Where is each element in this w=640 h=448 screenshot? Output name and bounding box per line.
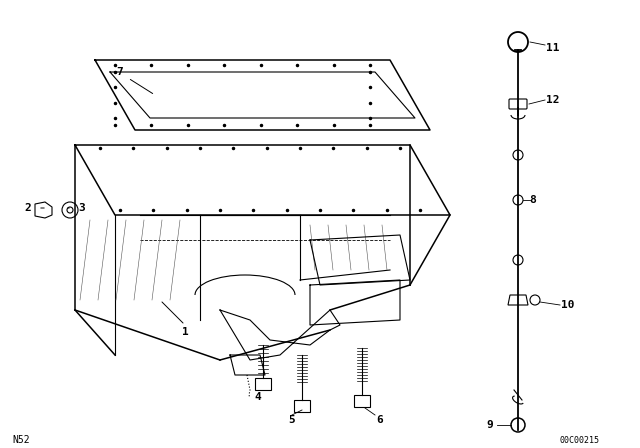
Text: 6: 6 — [376, 415, 383, 425]
Text: 5: 5 — [289, 415, 296, 425]
Text: 9: 9 — [486, 420, 493, 430]
Text: 8: 8 — [530, 195, 536, 205]
Text: N52: N52 — [12, 435, 29, 445]
Text: 3: 3 — [79, 203, 85, 213]
Text: 00C00215: 00C00215 — [560, 435, 600, 444]
Text: 11: 11 — [547, 43, 560, 53]
Text: 7: 7 — [116, 67, 124, 77]
Text: 4: 4 — [255, 392, 261, 402]
Text: 2: 2 — [24, 203, 31, 213]
Text: 1: 1 — [182, 327, 188, 337]
Text: 12: 12 — [547, 95, 560, 105]
Text: 10: 10 — [561, 300, 575, 310]
